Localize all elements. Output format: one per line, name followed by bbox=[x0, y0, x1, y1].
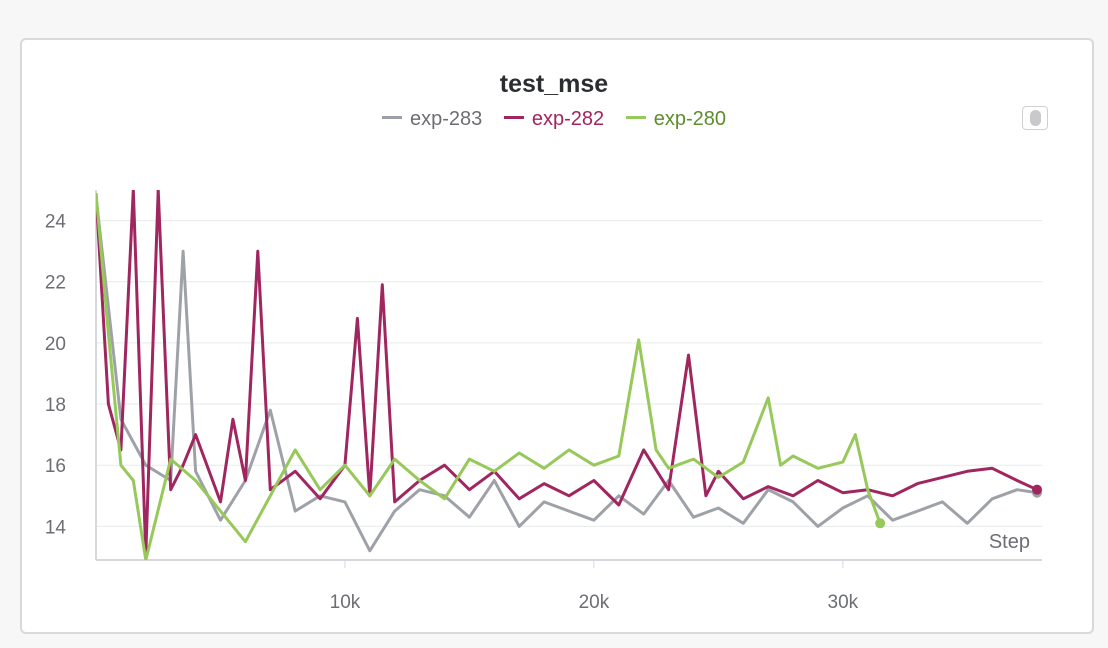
y-tick-label: 18 bbox=[45, 395, 66, 416]
y-tick-label: 16 bbox=[45, 456, 66, 477]
legend-swatch-exp-282 bbox=[503, 116, 524, 120]
legend-swatch-exp-280 bbox=[625, 116, 646, 120]
legend-label-exp-282: exp-282 bbox=[531, 108, 605, 130]
chart-title: test_mse bbox=[499, 70, 609, 98]
legend-item-exp-283[interactable]: exp-283 bbox=[382, 108, 482, 131]
legend-label-exp-283: exp-283 bbox=[410, 108, 483, 130]
x-tick-label: 20k bbox=[579, 592, 610, 613]
series-line-exp-282 bbox=[96, 190, 1038, 556]
x-axis-label: Step bbox=[989, 531, 1030, 553]
x-tick-label: 10k bbox=[330, 592, 361, 613]
series-endpoint-exp-282 bbox=[1032, 484, 1043, 495]
series-endpoint-exp-280 bbox=[875, 518, 886, 529]
series-line-exp-283 bbox=[96, 195, 1038, 553]
legend-item-exp-282[interactable]: exp-282 bbox=[503, 108, 605, 131]
y-tick-label: 14 bbox=[45, 517, 67, 538]
legend-swatch-exp-283 bbox=[382, 116, 403, 120]
legend-label-exp-280: exp-280 bbox=[653, 108, 726, 130]
series-line-exp-280 bbox=[96, 192, 882, 560]
y-tick-label: 24 bbox=[45, 212, 67, 233]
legend-item-exp-280[interactable]: exp-280 bbox=[625, 108, 726, 131]
chart-legend: exp-283 exp-282 exp-280 bbox=[0, 108, 1108, 131]
y-tick-label: 22 bbox=[45, 273, 66, 294]
chart-panel bbox=[20, 38, 1094, 634]
y-tick-label: 20 bbox=[45, 334, 66, 355]
x-tick-label: 30k bbox=[828, 592, 859, 613]
zoom-toggle-icon bbox=[1030, 110, 1041, 126]
zoom-toggle-button[interactable] bbox=[1022, 106, 1048, 130]
